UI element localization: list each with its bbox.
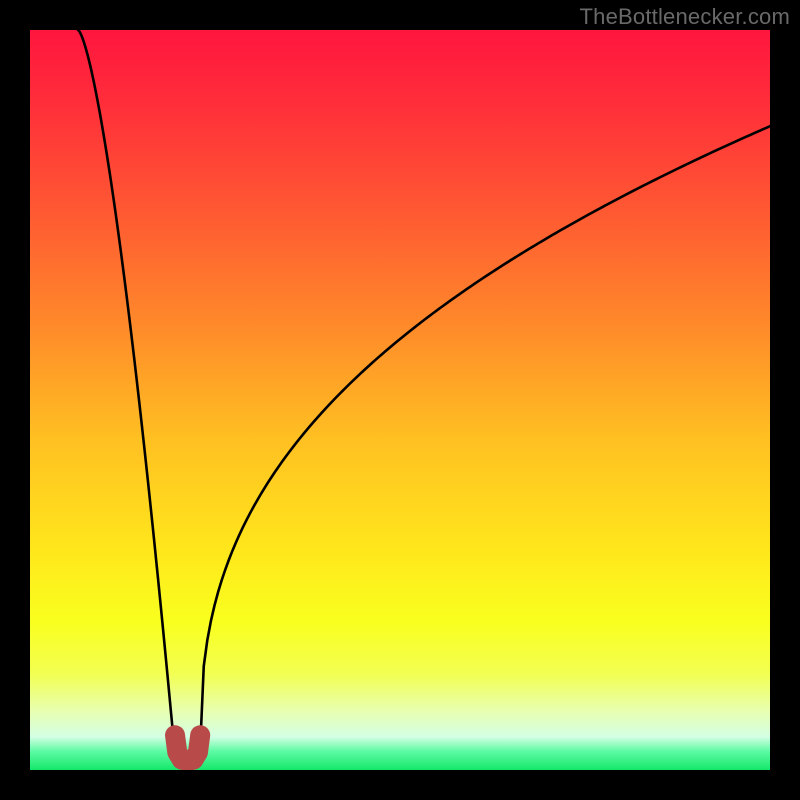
plot-area <box>30 30 770 770</box>
gradient-background <box>30 30 770 770</box>
watermark-text: TheBottlenecker.com <box>580 4 790 30</box>
chart-svg <box>30 30 770 770</box>
